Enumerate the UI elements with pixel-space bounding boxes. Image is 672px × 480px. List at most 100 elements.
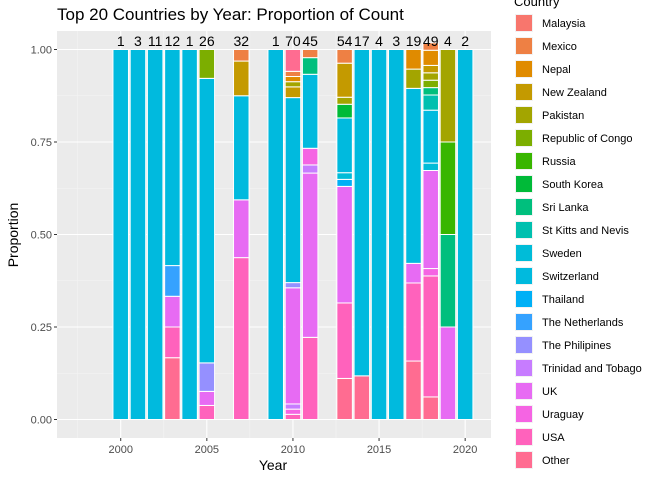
count-label: 45 xyxy=(302,33,318,49)
legend-swatch xyxy=(516,291,532,307)
bar-segment-uk xyxy=(336,185,353,304)
y-tick-label: 0.75 xyxy=(31,137,52,149)
bar-segment-switzerland xyxy=(198,77,216,364)
legend-label: South Korea xyxy=(542,179,604,191)
bar-segment-republic-of-congo xyxy=(422,79,439,89)
bar-segment-other xyxy=(164,357,181,420)
bar-segment-sri-lanka xyxy=(301,57,319,75)
bar-segment-mexico xyxy=(422,42,439,51)
bar-segment-nepal xyxy=(284,76,302,83)
bar-segment-uraguay xyxy=(284,408,302,415)
bar-segment-other xyxy=(353,375,371,420)
bar-segment-usa xyxy=(164,326,181,359)
count-label: 49 xyxy=(423,33,439,49)
bar-segment-switzerland xyxy=(146,49,164,420)
bars xyxy=(112,42,474,421)
bar-segment-sri-lanka xyxy=(422,87,439,96)
legend-swatch xyxy=(516,84,532,100)
legend-label: The Netherlands xyxy=(542,317,624,329)
bar-segment-russia xyxy=(439,141,457,235)
legend-label: Trinidad and Tobago xyxy=(542,363,642,375)
bar-segment-usa xyxy=(284,413,302,421)
bar-segment-sweden xyxy=(422,162,439,171)
y-axis: 0.00 0.25 0.50 0.75 1.00 xyxy=(31,45,57,427)
bar-segment-usa xyxy=(405,282,422,362)
bar-segment-uk xyxy=(164,295,181,328)
legend-swatch xyxy=(516,199,532,215)
bar-segment-usa xyxy=(336,302,353,379)
legend-swatch xyxy=(516,153,532,169)
legend-swatch xyxy=(516,38,532,54)
legend-swatch xyxy=(516,383,532,399)
legend-label: Nepal xyxy=(542,64,571,76)
legend-label: USA xyxy=(542,432,565,444)
legend-swatch xyxy=(516,314,532,330)
bar-segment-switzerland xyxy=(370,49,388,420)
bar-segment-pakistan xyxy=(284,81,302,88)
bar-segment-uk xyxy=(284,287,302,405)
bar-segment-usa xyxy=(301,336,319,420)
legend-swatch xyxy=(516,452,532,468)
bar-segment-mexico xyxy=(284,70,302,78)
bar-segment-usa xyxy=(233,257,250,420)
legend-title: Country xyxy=(514,0,560,9)
legend-label: Russia xyxy=(542,156,577,168)
x-tick-label: 2010 xyxy=(281,444,305,456)
legend-swatch xyxy=(516,107,532,123)
legend-swatch xyxy=(516,15,532,31)
bar-segment-republic-of-congo xyxy=(198,49,216,79)
bar-segment-usa xyxy=(422,275,439,398)
bar-segment-switzerland xyxy=(405,87,422,264)
y-tick-label: 0.50 xyxy=(31,230,52,242)
bar-segment-switzerland xyxy=(267,49,284,420)
count-label: 26 xyxy=(199,33,215,49)
x-axis-title: Year xyxy=(259,457,288,473)
count-label: 2 xyxy=(461,33,469,49)
legend-label: Mexico xyxy=(542,41,577,53)
legend-swatch xyxy=(516,176,532,192)
count-label: 12 xyxy=(165,33,181,49)
bar-segment-new-zealand xyxy=(284,86,302,99)
count-label: 54 xyxy=(337,33,353,49)
bar-segment-other xyxy=(336,377,353,420)
legend-label: Other xyxy=(542,455,570,467)
count-label: 32 xyxy=(233,33,249,49)
count-label: 1 xyxy=(186,33,194,49)
bar-segment-uraguay xyxy=(422,268,439,277)
bar-segment-switzerland xyxy=(301,73,319,149)
bar-segment-thailand xyxy=(336,178,353,187)
count-label: 4 xyxy=(375,33,383,49)
x-tick-label: 2005 xyxy=(195,444,219,456)
legend: Country Malaysia Mexico Nepal New Zealand Pa… xyxy=(514,0,642,469)
bar-segment-trinidad-and-tobago xyxy=(301,164,319,174)
bar-segment-new-zealand xyxy=(336,62,353,98)
bar-segment-switzerland xyxy=(336,117,353,174)
bar-segment-switzerland xyxy=(456,49,474,420)
bar-segment-switzerland xyxy=(388,49,405,420)
chart-title: Top 20 Countries by Year: Proportion of … xyxy=(57,5,404,24)
bar-segment-uk xyxy=(422,169,439,270)
legend-swatch xyxy=(516,360,532,376)
legend-label: St Kitts and Nevis xyxy=(542,225,629,237)
bar-segment-pakistan xyxy=(422,72,439,81)
count-label: 3 xyxy=(392,33,400,49)
legend-swatch xyxy=(516,268,532,284)
y-tick-label: 1.00 xyxy=(31,45,52,57)
bar-segment-switzerland xyxy=(233,95,250,201)
legend-label: Thailand xyxy=(542,294,584,306)
bar-segment-sri-lanka xyxy=(439,234,457,328)
count-label: 19 xyxy=(406,33,422,49)
bar-segment-uk xyxy=(198,390,216,406)
bar-segment-switzerland xyxy=(181,49,198,420)
x-tick-label: 2000 xyxy=(108,444,132,456)
count-label: 11 xyxy=(148,33,163,49)
legend-swatch xyxy=(516,429,532,445)
count-label: 1 xyxy=(117,33,125,49)
bar-segment-switzerland xyxy=(164,49,181,267)
bar-segment-pakistan xyxy=(336,96,353,105)
legend-label: UK xyxy=(542,386,558,398)
bar-segment-pakistan xyxy=(405,68,422,89)
y-tick-label: 0.25 xyxy=(31,322,52,334)
count-label: 1 xyxy=(272,33,280,49)
